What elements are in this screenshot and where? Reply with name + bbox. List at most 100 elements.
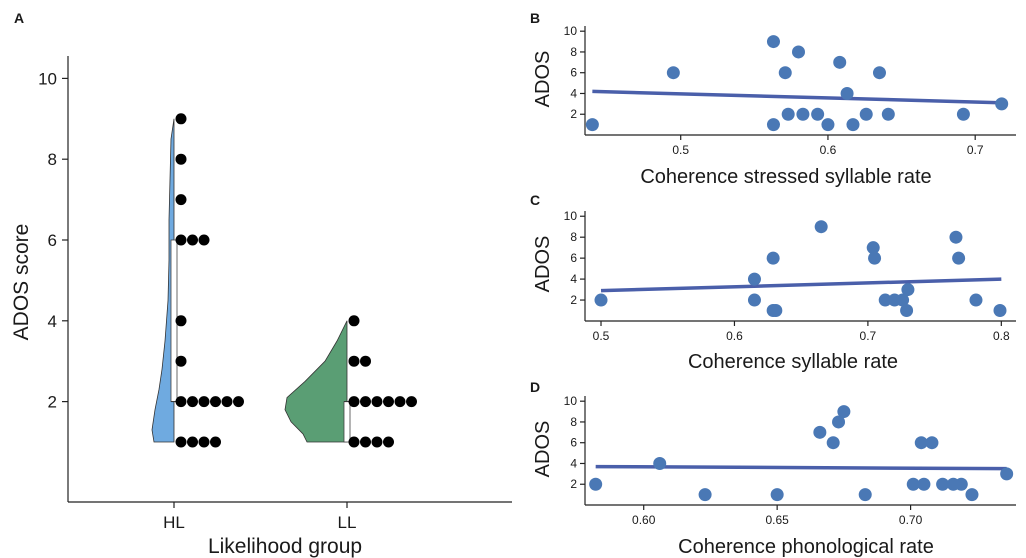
panel-a-x-ticks: HL LL	[163, 502, 356, 532]
violin-hl	[151, 118, 175, 443]
panel-c: C 2 4 6 8 10 0.5 0.6 0.7 0.8 Coherence syllable …	[530, 192, 1016, 373]
panel-b-letter: B	[530, 10, 540, 26]
x-tick-label: 0.6	[726, 329, 743, 343]
panel-a: A 2 4 6 8 10 HL LL Likelihood group ADOS scor…	[10, 10, 512, 558]
scatter-point	[766, 251, 780, 265]
panel-b-y-label: ADOS	[532, 51, 554, 108]
data-dot	[210, 396, 221, 408]
y-tick-label: 2	[570, 293, 577, 307]
fit-line	[592, 89, 1005, 105]
y-tick-label: 6	[570, 66, 577, 80]
scatter-point	[796, 107, 810, 121]
data-dot	[383, 396, 394, 408]
y-tick-label: 8	[570, 45, 577, 59]
data-dot	[198, 436, 210, 448]
x-tick-label: HL	[163, 513, 185, 532]
y-tick-label: 10	[564, 209, 578, 223]
violin-ll	[284, 320, 348, 443]
scatter-point	[993, 304, 1007, 318]
data-dot	[187, 396, 198, 408]
scatter-point	[585, 118, 599, 132]
y-tick-label: 2	[570, 107, 577, 121]
data-dot	[371, 436, 383, 448]
panel-c-marks	[594, 220, 1007, 318]
fit-line	[600, 277, 1002, 293]
scatter-point	[778, 66, 792, 80]
scatter-point	[747, 272, 761, 286]
data-dot	[175, 234, 187, 246]
panel-d-y-label: ADOS	[532, 421, 554, 478]
panel-b-axes: 2 4 6 8 10 0.5 0.6 0.7	[564, 24, 1016, 157]
x-tick-label: 0.5	[672, 143, 689, 157]
scatter-point	[840, 86, 854, 100]
scatter-point	[965, 488, 979, 502]
data-dot	[175, 396, 187, 408]
scatter-point	[872, 66, 886, 80]
data-dot	[187, 436, 198, 448]
scatter-point	[936, 477, 950, 491]
panel-c-y-label: ADOS	[532, 236, 554, 293]
panel-a-y-ticks: 2 4 6 8 10	[38, 69, 68, 412]
scatter-point	[833, 55, 847, 69]
scatter-point	[896, 293, 910, 307]
panel-d-marks	[589, 405, 1014, 502]
data-dot	[175, 355, 187, 367]
scatter-point	[969, 293, 983, 307]
data-dot	[406, 396, 417, 408]
data-dot	[210, 436, 221, 448]
y-tick-label: 6	[48, 231, 57, 250]
y-tick-label: 2	[48, 393, 57, 412]
scatter-point	[995, 97, 1009, 111]
x-tick-label: 0.70	[899, 513, 923, 527]
panel-c-x-label: Coherence syllable rate	[688, 351, 898, 373]
scatter-point	[878, 293, 892, 307]
y-tick-label: 4	[570, 456, 577, 470]
data-dot	[360, 355, 371, 367]
scatter-point	[846, 118, 860, 132]
scatter-point	[698, 488, 712, 502]
panel-a-y-label: ADOS score	[10, 224, 33, 341]
scatter-point	[653, 456, 667, 470]
scatter-point	[770, 488, 784, 502]
data-dot	[394, 396, 406, 408]
y-tick-label: 10	[38, 69, 57, 88]
scatter-point	[826, 436, 840, 450]
panel-d-axes: 2 4 6 8 10 0.60 0.65 0.70	[564, 394, 1016, 527]
data-dot	[371, 396, 383, 408]
scatter-point	[814, 220, 828, 234]
scatter-point	[914, 436, 928, 450]
data-dot	[187, 234, 198, 246]
x-tick-label: LL	[338, 513, 357, 532]
scatter-point	[952, 251, 966, 265]
y-tick-label: 2	[570, 477, 577, 491]
panel-c-axes: 2 4 6 8 10 0.5 0.6 0.7 0.8	[564, 209, 1016, 343]
panel-a-x-label: Likelihood group	[208, 535, 362, 558]
scatter-point	[821, 118, 835, 132]
data-dot	[348, 436, 360, 448]
scatter-point	[954, 477, 968, 491]
x-tick-label: 0.8	[993, 329, 1010, 343]
scatter-point	[781, 107, 795, 121]
scatter-point	[589, 477, 603, 491]
data-dot	[348, 315, 360, 327]
x-tick-label: 0.60	[632, 513, 656, 527]
scatter-point	[866, 241, 880, 255]
panel-d-letter: D	[530, 379, 540, 395]
data-dot	[221, 396, 233, 408]
y-tick-label: 6	[570, 251, 577, 265]
scatter-point	[949, 230, 963, 244]
scatter-point	[811, 107, 825, 121]
x-tick-label: 0.6	[820, 143, 837, 157]
x-tick-label: 0.65	[765, 513, 789, 527]
panel-d: D 2 4 6 8 10 0.60 0.65 0.70 Coherence phonologi…	[530, 379, 1016, 558]
panel-b-marks	[585, 35, 1009, 132]
scatter-point	[859, 107, 873, 121]
y-tick-label: 10	[564, 24, 578, 38]
panel-b-x-label: Coherence stressed syllable rate	[640, 166, 931, 188]
scatter-point	[917, 477, 931, 491]
data-dot	[348, 396, 360, 408]
data-dot	[175, 315, 187, 327]
panel-d-x-label: Coherence phonological rate	[678, 536, 934, 558]
y-tick-label: 8	[570, 230, 577, 244]
